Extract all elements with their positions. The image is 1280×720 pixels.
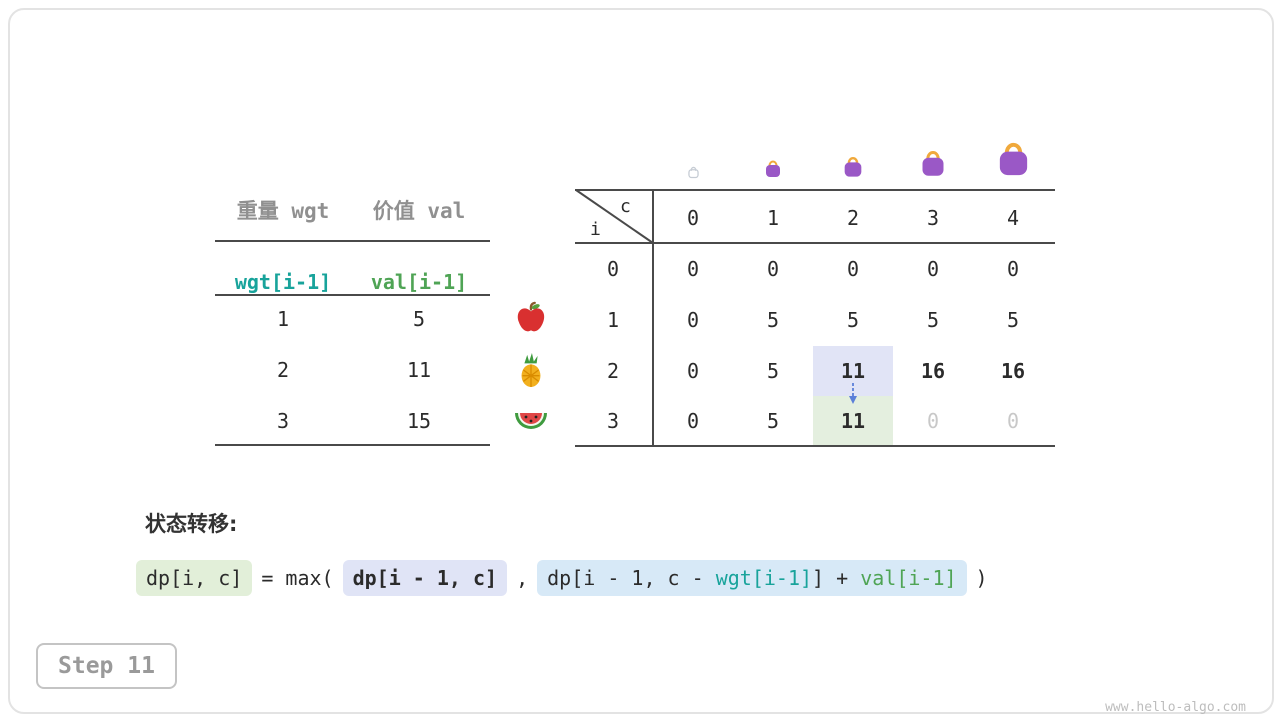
- dp-cell-highlight-target: [813, 396, 893, 446]
- bag-capacity-4-icon: [994, 138, 1033, 183]
- items-col-weight-header: 重量 wgt: [236, 199, 330, 223]
- formula-close-paren: ): [975, 566, 988, 590]
- dp-cell: 5: [1006, 308, 1020, 332]
- formula-option2-chip: dp[i - 1, c - wgt[i-1]] + val[i-1]: [537, 560, 967, 596]
- dp-table-top-rule: [575, 189, 1055, 191]
- items-var-wgt: wgt[i-1]: [234, 270, 332, 294]
- items-var-val: val[i-1]: [370, 270, 468, 294]
- dp-cell-highlight-source: [813, 346, 893, 396]
- dp-col-header: 0: [686, 206, 700, 230]
- items-col-value-header: 价值 val: [372, 199, 466, 223]
- dp-table-vertical-rule: [652, 189, 654, 447]
- dp-cell: 0: [686, 409, 700, 433]
- bag-capacity-2-icon: [841, 154, 865, 183]
- dp-cell: 0: [846, 257, 860, 281]
- bag-capacity-0-icon: [687, 164, 700, 183]
- formula-option1-chip: dp[i - 1, c]: [342, 560, 508, 596]
- dp-corner-row-var: i: [590, 219, 601, 240]
- items-table-rule-1: [215, 240, 490, 242]
- state-transition-label: 状态转移:: [145, 512, 238, 536]
- dp-cell: 16: [1000, 359, 1026, 383]
- items-table-rule-3: [215, 444, 490, 446]
- dp-cell: 16: [920, 359, 946, 383]
- figure-card: [8, 8, 1274, 714]
- formula-comma: ,: [516, 566, 529, 590]
- state-transition-formula: dp[i, c] = max( dp[i - 1, c] , dp[i - 1,…: [136, 560, 988, 596]
- dp-col-header: 2: [846, 206, 860, 230]
- dp-cell-dimmed: 0: [926, 409, 940, 433]
- dp-cell: 0: [686, 257, 700, 281]
- dp-cell-dimmed: 0: [1006, 409, 1020, 433]
- dp-corner-col-var: c: [620, 196, 631, 217]
- step-badge: Step 11: [36, 643, 177, 689]
- watermark: www.hello-algo.com: [1105, 700, 1246, 715]
- item-row-value: 11: [406, 358, 432, 382]
- item-row-weight: 3: [276, 409, 290, 433]
- item-row-value: 15: [406, 409, 432, 433]
- item-row-weight: 2: [276, 358, 290, 382]
- dp-col-header: 4: [1006, 206, 1020, 230]
- item-row-weight: 1: [276, 307, 290, 331]
- pineapple-icon: [514, 352, 548, 392]
- formula-lhs-chip: dp[i, c]: [136, 560, 253, 596]
- dp-row-label: 2: [606, 359, 620, 383]
- dp-cell: 5: [766, 409, 780, 433]
- dp-cell: 5: [766, 359, 780, 383]
- formula-option2-wgt: wgt[i-1]: [715, 566, 813, 590]
- dp-cell: 0: [766, 257, 780, 281]
- dp-cell: 0: [686, 308, 700, 332]
- dp-cell: 0: [686, 359, 700, 383]
- formula-eq-max: = max(: [261, 566, 334, 590]
- dp-col-header: 3: [926, 206, 940, 230]
- bag-capacity-1-icon: [763, 158, 783, 183]
- dp-table-bottom-rule: [575, 445, 1055, 447]
- watermelon-icon: [512, 404, 550, 442]
- dp-row-label: 0: [606, 257, 620, 281]
- dp-row-label: 3: [606, 409, 620, 433]
- formula-option2-val: val[i-1]: [860, 566, 957, 590]
- dp-cell: 5: [846, 308, 860, 332]
- dp-cell-target: 11: [840, 409, 866, 433]
- formula-option2-mid: ] +: [812, 566, 861, 590]
- bag-capacity-3-icon: [918, 147, 948, 183]
- item-row-value: 5: [412, 307, 426, 331]
- dp-table-corner-diagonal: [575, 189, 654, 244]
- dp-cell: 0: [1006, 257, 1020, 281]
- dp-cell: 0: [926, 257, 940, 281]
- dp-row-label: 1: [606, 308, 620, 332]
- items-table-rule-2: [215, 294, 490, 296]
- dp-cell-source: 11: [840, 359, 866, 383]
- dp-cell: 5: [766, 308, 780, 332]
- dp-col-header: 1: [766, 206, 780, 230]
- apple-icon: [514, 301, 548, 339]
- transition-arrow-icon: [849, 383, 857, 404]
- dp-cell: 5: [926, 308, 940, 332]
- dp-table-header-rule: [575, 242, 1055, 244]
- formula-option2-pre: dp[i - 1, c -: [547, 566, 716, 590]
